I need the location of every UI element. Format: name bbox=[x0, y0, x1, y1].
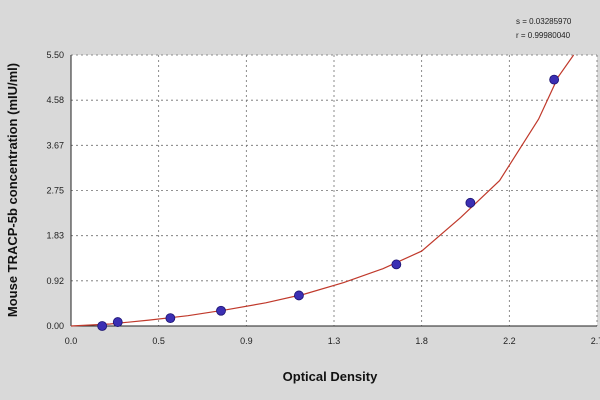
data-point bbox=[465, 197, 476, 208]
grid-lines bbox=[71, 54, 598, 326]
x-tick-label: 2.2 bbox=[503, 336, 516, 346]
x-tick-label: 0.9 bbox=[240, 336, 253, 346]
y-tick-label: 0.00 bbox=[46, 321, 64, 331]
stat-r-text: r = 0.99980040 bbox=[516, 31, 571, 40]
tick-labels: 0.0 0.5 0.9 1.3 1.8 2.2 2.7 0.00 0.92 1.83 2.75 3.6… bbox=[46, 50, 600, 346]
y-axis-title: Mouse TRACP-5b concentration (mIU/ml) bbox=[5, 63, 20, 317]
data-point bbox=[112, 317, 123, 327]
data-point bbox=[97, 321, 108, 331]
y-tick-label: 3.67 bbox=[46, 140, 64, 150]
x-tick-label: 1.3 bbox=[328, 336, 341, 346]
stat-s-text: s = 0.03285970 bbox=[516, 17, 572, 26]
y-tick-label: 4.58 bbox=[46, 95, 64, 105]
data-point bbox=[216, 305, 226, 316]
x-tick-label: 1.8 bbox=[415, 336, 428, 346]
x-tick-label: 0.5 bbox=[152, 336, 165, 346]
fitted-curve-layer bbox=[70, 54, 575, 327]
y-tick-label: 1.83 bbox=[46, 231, 64, 241]
x-tick-label: 0.0 bbox=[65, 336, 78, 346]
data-point bbox=[165, 313, 176, 324]
y-tick-label: 0.92 bbox=[46, 276, 64, 286]
data-point bbox=[549, 74, 560, 85]
axes bbox=[70, 55, 597, 327]
data-point bbox=[391, 259, 402, 270]
y-tick-label: 2.75 bbox=[46, 186, 64, 196]
y-tick-label: 5.50 bbox=[46, 50, 64, 60]
x-tick-label: 2.7 bbox=[591, 336, 600, 346]
x-axis-title: Optical Density bbox=[283, 369, 378, 384]
data-points bbox=[97, 74, 560, 331]
data-point bbox=[294, 290, 304, 301]
fitted-curve bbox=[70, 54, 575, 327]
